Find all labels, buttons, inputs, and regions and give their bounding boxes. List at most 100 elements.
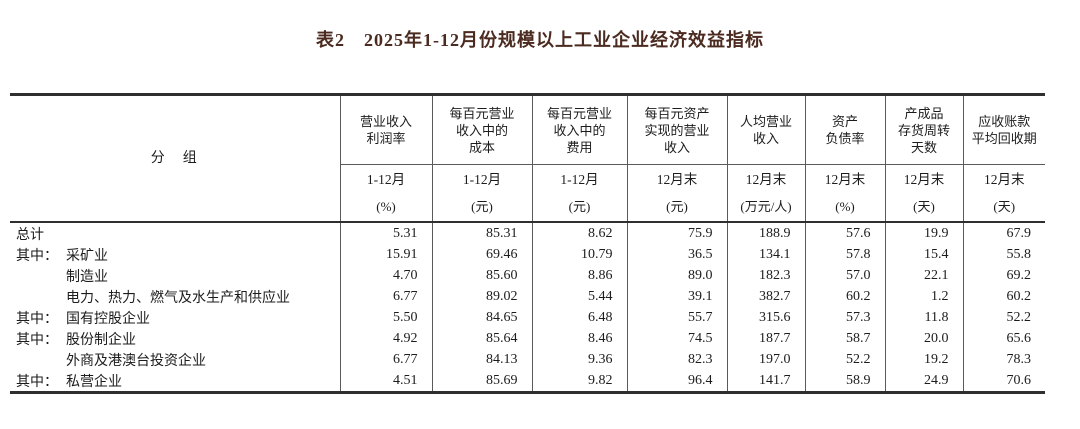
value-asset-liability-ratio: 57.0 bbox=[804, 265, 885, 286]
column-unit: (万元/人) bbox=[740, 198, 792, 214]
row-label: 外商及港澳台投资企业 bbox=[10, 349, 340, 370]
column-unit: (天) bbox=[993, 198, 1016, 214]
value-revenue-per-100-yuan-assets: 89.0 bbox=[626, 265, 727, 286]
value-receivables-collection-period: 65.6 bbox=[962, 328, 1045, 349]
value-expense-per-100-yuan-revenue: 9.82 bbox=[531, 370, 627, 393]
column-header-asset-liability-ratio: 资产 负债率 bbox=[804, 94, 885, 165]
column-header-receivables-collection-period: 应收账款 平均回收期 bbox=[962, 94, 1045, 165]
column-period: 1-12月 bbox=[366, 171, 406, 187]
value-revenue-per-100-yuan-assets: 75.9 bbox=[626, 222, 727, 244]
value-receivables-collection-period: 67.9 bbox=[962, 222, 1045, 244]
column-period: 12月末 bbox=[824, 171, 866, 187]
value-cost-per-100-yuan-revenue: 85.64 bbox=[431, 328, 532, 349]
column-header-expense-per-100-yuan-revenue: 每百元营业 收入中的 费用 bbox=[531, 94, 627, 165]
table-row: 其中： 股份制企业 4.92 85.64 8.46 74.5 187.7 58.7 20.0 65… bbox=[10, 328, 1045, 349]
value-expense-per-100-yuan-revenue: 8.86 bbox=[531, 265, 627, 286]
value-asset-liability-ratio: 52.2 bbox=[804, 349, 885, 370]
value-asset-liability-ratio: 58.7 bbox=[804, 328, 885, 349]
table-title: 表2 2025年1-12月份规模以上工业企业经济效益指标 bbox=[316, 30, 764, 50]
value-expense-per-100-yuan-revenue: 6.48 bbox=[531, 307, 627, 328]
value-receivables-collection-period: 70.6 bbox=[962, 370, 1045, 393]
value-receivables-collection-period: 78.3 bbox=[962, 349, 1045, 370]
column-header-profit-margin-on-revenue: 营业收入 利润率 bbox=[339, 94, 432, 165]
column-header-finished-goods-turnover-days: 产成品 存货周转 天数 bbox=[884, 94, 963, 165]
column-header-revenue-per-100-yuan-assets: 每百元资产 实现的营业 收入 bbox=[626, 94, 727, 165]
row-label-prefix: 其中： bbox=[16, 332, 58, 348]
value-profit-margin-on-revenue: 5.50 bbox=[339, 307, 432, 328]
value-revenue-per-capita: 182.3 bbox=[726, 265, 805, 286]
row-label-prefix: 其中： bbox=[16, 248, 58, 264]
value-revenue-per-100-yuan-assets: 96.4 bbox=[626, 370, 727, 393]
column-subheader-profit-margin-on-revenue: 1-12月 (%) bbox=[339, 164, 432, 222]
column-unit: (%) bbox=[835, 198, 855, 214]
column-period: 12月末 bbox=[745, 171, 787, 187]
value-asset-liability-ratio: 57.6 bbox=[804, 222, 885, 244]
table-row: 其中： 采矿业 15.91 69.46 10.79 36.5 134.1 57.8 15.4 55… bbox=[10, 244, 1045, 265]
row-label: 电力、热力、燃气及水生产和供应业 bbox=[10, 286, 340, 307]
row-label-name: 采矿业 bbox=[66, 248, 108, 264]
value-finished-goods-turnover-days: 24.9 bbox=[884, 370, 963, 393]
value-profit-margin-on-revenue: 15.91 bbox=[339, 244, 432, 265]
value-cost-per-100-yuan-revenue: 85.69 bbox=[431, 370, 532, 393]
column-subheader-finished-goods-turnover-days: 12月末 (天) bbox=[884, 164, 963, 222]
economic-indicators-table: 分 组 营业收入 利润率 每百元营业 收入中的 成本 每百元营业 收入中的 费用 每百… bbox=[10, 93, 1045, 394]
value-revenue-per-capita: 134.1 bbox=[726, 244, 805, 265]
column-subheader-revenue-per-capita: 12月末 (万元/人) bbox=[726, 164, 805, 222]
row-label: 其中： 股份制企业 bbox=[10, 328, 340, 349]
value-revenue-per-capita: 382.7 bbox=[726, 286, 805, 307]
value-asset-liability-ratio: 57.3 bbox=[804, 307, 885, 328]
column-subheader-revenue-per-100-yuan-assets: 12月末 (元) bbox=[626, 164, 727, 222]
column-subheader-asset-liability-ratio: 12月末 (%) bbox=[804, 164, 885, 222]
value-asset-liability-ratio: 60.2 bbox=[804, 286, 885, 307]
value-cost-per-100-yuan-revenue: 89.02 bbox=[431, 286, 532, 307]
value-revenue-per-100-yuan-assets: 55.7 bbox=[626, 307, 727, 328]
column-header-cost-per-100-yuan-revenue: 每百元营业 收入中的 成本 bbox=[431, 94, 532, 165]
group-column-header: 分 组 bbox=[150, 151, 199, 166]
value-profit-margin-on-revenue: 6.77 bbox=[339, 349, 432, 370]
value-finished-goods-turnover-days: 19.2 bbox=[884, 349, 963, 370]
column-period: 12月末 bbox=[656, 171, 698, 187]
value-receivables-collection-period: 52.2 bbox=[962, 307, 1045, 328]
column-period: 12月末 bbox=[984, 171, 1025, 187]
column-unit: (元) bbox=[568, 198, 591, 214]
value-expense-per-100-yuan-revenue: 5.44 bbox=[531, 286, 627, 307]
column-period: 1-12月 bbox=[560, 171, 599, 187]
column-unit: (元) bbox=[666, 198, 688, 214]
value-revenue-per-capita: 187.7 bbox=[726, 328, 805, 349]
value-cost-per-100-yuan-revenue: 84.65 bbox=[431, 307, 532, 328]
value-asset-liability-ratio: 58.9 bbox=[804, 370, 885, 393]
row-label-name: 国有控股企业 bbox=[66, 311, 150, 327]
value-finished-goods-turnover-days: 11.8 bbox=[884, 307, 963, 328]
value-revenue-per-capita: 141.7 bbox=[726, 370, 805, 393]
row-label: 总计 bbox=[10, 222, 340, 244]
value-cost-per-100-yuan-revenue: 84.13 bbox=[431, 349, 532, 370]
column-subheader-receivables-collection-period: 12月末 (天) bbox=[962, 164, 1045, 222]
table-body: 总计 5.31 85.31 8.62 75.9 188.9 57.6 19.9 67.9 其中： 采… bbox=[10, 222, 1045, 393]
value-revenue-per-100-yuan-assets: 36.5 bbox=[626, 244, 727, 265]
value-cost-per-100-yuan-revenue: 85.31 bbox=[431, 222, 532, 244]
column-unit: (元) bbox=[471, 198, 493, 214]
value-profit-margin-on-revenue: 4.51 bbox=[339, 370, 432, 393]
value-revenue-per-capita: 197.0 bbox=[726, 349, 805, 370]
table-row: 电力、热力、燃气及水生产和供应业 6.77 89.02 5.44 39.1 382.7 60… bbox=[10, 286, 1045, 307]
table-header: 分 组 营业收入 利润率 每百元营业 收入中的 成本 每百元营业 收入中的 费用 每百… bbox=[10, 94, 1045, 222]
value-expense-per-100-yuan-revenue: 8.46 bbox=[531, 328, 627, 349]
value-revenue-per-100-yuan-assets: 82.3 bbox=[626, 349, 727, 370]
row-label-name: 股份制企业 bbox=[66, 332, 136, 348]
row-label-name: 总计 bbox=[16, 227, 44, 243]
value-finished-goods-turnover-days: 22.1 bbox=[884, 265, 963, 286]
value-profit-margin-on-revenue: 4.92 bbox=[339, 328, 432, 349]
row-label: 制造业 bbox=[10, 265, 340, 286]
row-label-name: 外商及港澳台投资企业 bbox=[66, 353, 206, 369]
value-finished-goods-turnover-days: 19.9 bbox=[884, 222, 963, 244]
value-asset-liability-ratio: 57.8 bbox=[804, 244, 885, 265]
value-cost-per-100-yuan-revenue: 69.46 bbox=[431, 244, 532, 265]
row-label: 其中： 国有控股企业 bbox=[10, 307, 340, 328]
row-label-name: 私营企业 bbox=[66, 374, 122, 390]
column-subheader-expense-per-100-yuan-revenue: 1-12月 (元) bbox=[531, 164, 627, 222]
row-label-prefix: 其中： bbox=[16, 374, 58, 390]
value-expense-per-100-yuan-revenue: 10.79 bbox=[531, 244, 627, 265]
value-profit-margin-on-revenue: 5.31 bbox=[339, 222, 432, 244]
value-finished-goods-turnover-days: 20.0 bbox=[884, 328, 963, 349]
